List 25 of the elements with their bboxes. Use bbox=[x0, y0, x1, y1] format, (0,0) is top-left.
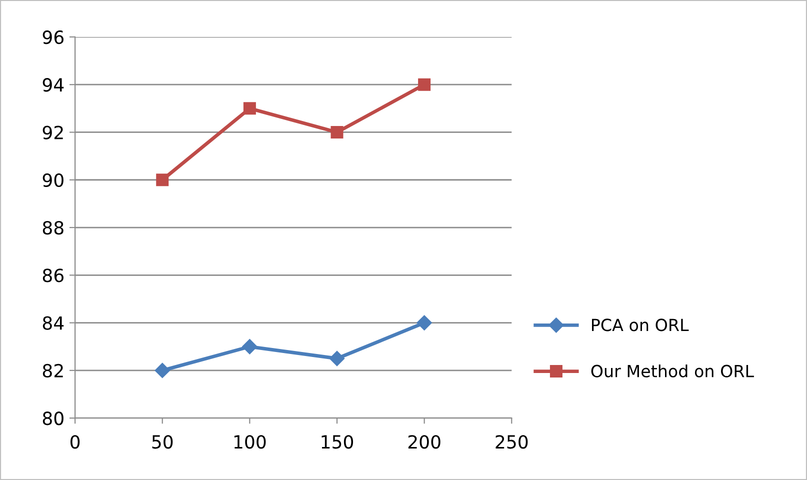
point bbox=[243, 102, 256, 115]
y-tick-label: 80 bbox=[42, 412, 64, 426]
y-tick-label: 90 bbox=[42, 173, 64, 187]
point bbox=[242, 339, 258, 354]
y-tick-label: 82 bbox=[42, 364, 63, 378]
point bbox=[416, 315, 432, 330]
x-tick-label: 0 bbox=[70, 435, 80, 449]
legend-label: PCA on ORL bbox=[592, 318, 689, 332]
legend-label: Our Method on ORL bbox=[591, 364, 754, 378]
y-tick-label: 86 bbox=[42, 268, 64, 282]
point bbox=[418, 78, 431, 91]
y-tick-label: 96 bbox=[42, 30, 64, 44]
y-tick-label: 88 bbox=[42, 220, 64, 235]
y-tick-label: 94 bbox=[42, 78, 64, 92]
point bbox=[156, 174, 169, 186]
y-tick-label: 84 bbox=[42, 316, 64, 330]
point bbox=[154, 362, 170, 378]
y-tick-label: 92 bbox=[42, 126, 63, 140]
x-tick-label: 200 bbox=[408, 435, 440, 449]
x-tick-label: 50 bbox=[152, 435, 173, 449]
x-tick-label: 100 bbox=[234, 435, 266, 449]
x-tick-label: 150 bbox=[322, 435, 354, 449]
point bbox=[330, 126, 344, 138]
point bbox=[329, 350, 345, 366]
x-tick-label: 250 bbox=[496, 435, 528, 449]
